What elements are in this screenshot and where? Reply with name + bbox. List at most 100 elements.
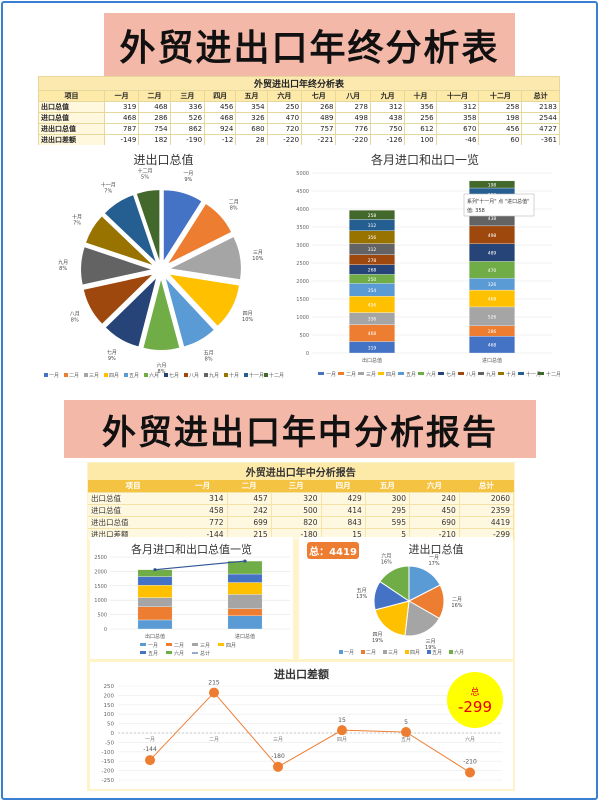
pie-slice-label: 九月 [58, 259, 68, 266]
data-label: 215 [208, 680, 220, 687]
legend-swatch [398, 372, 404, 375]
legend-swatch [140, 651, 146, 654]
legend-swatch [361, 650, 365, 654]
table-header-cell: 二月 [138, 90, 171, 102]
annual-bar-chart: 0 500 1000 1500 2000 2500 3000 3500 4000 4500 5000… [296, 171, 560, 378]
legend-swatch [224, 373, 228, 377]
pie-slice [379, 565, 410, 602]
pie-slice-percent: 10% [242, 317, 253, 323]
legend-swatch [264, 373, 268, 377]
pie-slice-label: 二月 [229, 199, 239, 205]
legend-swatch [104, 373, 108, 377]
midyear-table: 外贸进出口年中分析报告 项目 一月 二月 三月 四月 五月 六月 总计 出口总值 314 457 3… [88, 463, 515, 540]
table-cell: 776 [335, 123, 371, 135]
y-tick-label: 150 [104, 703, 115, 709]
pie-slice-percent: 19% [372, 638, 383, 644]
legend-label: 十二月 [269, 372, 284, 379]
table-cell: 182 [138, 134, 171, 146]
midyear-bar-panel: 各月进口和出口总值一览 0 500 1000 1500 2000 2500 出口总值 进口总值… [90, 537, 293, 659]
pie-slice [104, 195, 156, 262]
table-header-cell: 一月 [178, 480, 227, 492]
data-label: -144 [143, 746, 157, 753]
legend-label: 六月 [426, 371, 436, 378]
row-label: 出口总值 [88, 491, 179, 504]
table-cell: 489 [301, 112, 337, 124]
legend-label: 二月 [174, 643, 184, 649]
bar-value-label: 319 [368, 345, 377, 351]
table-header-cell: 五月 [235, 90, 268, 102]
bar-segment [227, 582, 263, 595]
bar-value-label: 250 [368, 277, 377, 283]
pie-slice [143, 279, 180, 350]
table-cell: -220 [266, 134, 303, 146]
bar-value-label: 438 [488, 216, 497, 222]
legend-swatch [64, 373, 68, 377]
pie-slice [165, 278, 214, 347]
table-cell: 468 [138, 101, 171, 113]
table-header-cell: 三月 [271, 480, 322, 492]
midyear-pie-title: 进出口总值 [408, 543, 464, 556]
table-cell: 458 [178, 503, 228, 516]
x-tick-label: 进口总值 [235, 633, 255, 640]
row-label: 进出口差额 [88, 527, 179, 540]
y-tick-label: -50 [105, 740, 114, 746]
table-cell: 358 [435, 112, 480, 124]
table-cell: 215 [227, 527, 272, 540]
legend-swatch [166, 643, 172, 646]
pie-slice-label: 十一月 [101, 181, 116, 188]
table-header-cell: 九月 [369, 90, 406, 102]
data-label: -210 [463, 758, 477, 765]
table-cell: 500 [271, 503, 322, 516]
y-tick-label: 100 [104, 712, 115, 718]
pie-slice-percent: 8% [230, 205, 238, 211]
row-label: 进出口总值 [88, 515, 179, 528]
table-cell: 498 [335, 112, 371, 124]
y-tick-label: 1000 [94, 598, 107, 604]
pie-slice-percent: 8% [71, 318, 79, 324]
legend-label: 八月 [189, 373, 199, 379]
table-cell: -299 [459, 527, 515, 540]
table-cell: 198 [478, 112, 523, 124]
pie-slice-label: 二月 [452, 597, 462, 603]
legend-label: 四月 [410, 650, 420, 656]
legend-label: 五月 [406, 372, 416, 378]
legend-swatch [427, 650, 431, 654]
pie-slice-label: 十月 [72, 213, 82, 220]
pie-slice-percent: 8% [158, 369, 166, 375]
y-tick-label: 0 [104, 627, 107, 633]
bar-segment [227, 608, 263, 616]
y-tick-label: 3500 [296, 225, 309, 231]
y-tick-label: 250 [104, 684, 115, 690]
table-header-cell: 十一月 [435, 90, 480, 102]
pie-slice [169, 274, 239, 326]
pie-slice [163, 190, 202, 261]
pie-slice [86, 216, 153, 265]
x-tick-label: 三月 [273, 737, 283, 743]
pie-slice-percent: 7% [104, 188, 112, 194]
bar-value-label: 468 [368, 331, 377, 337]
row-label: 进出口差额 [38, 134, 105, 146]
pie-slice [404, 600, 441, 637]
table-cell: -126 [369, 134, 406, 146]
table-cell: 456 [478, 123, 523, 135]
row-label: 进出口总值 [38, 123, 105, 135]
bar-segment [137, 619, 173, 630]
bar-segment [227, 594, 263, 609]
table-cell: 4419 [459, 515, 515, 528]
midyear-line-chart: 250 200 150 100 50 0 -50 -100 -150 -200 -250 -144 一月… [102, 680, 502, 784]
bar-value-label: 258 [368, 213, 377, 219]
bar-segment [137, 597, 173, 607]
bar-segment [469, 180, 515, 189]
table-cell: -210 [409, 527, 460, 540]
legend-swatch [140, 643, 146, 646]
table-cell: 312 [369, 101, 406, 113]
difference-point [209, 687, 219, 698]
difference-line [149, 691, 471, 773]
table-cell: -190 [169, 134, 206, 146]
table-cell: 720 [266, 123, 303, 135]
table-cell: 2359 [459, 503, 515, 516]
table-cell: 258 [478, 101, 523, 113]
table-header-cell: 项目 [88, 480, 179, 492]
pie-slice-percent: 9% [184, 177, 192, 183]
table-header-cell: 四月 [204, 90, 237, 102]
